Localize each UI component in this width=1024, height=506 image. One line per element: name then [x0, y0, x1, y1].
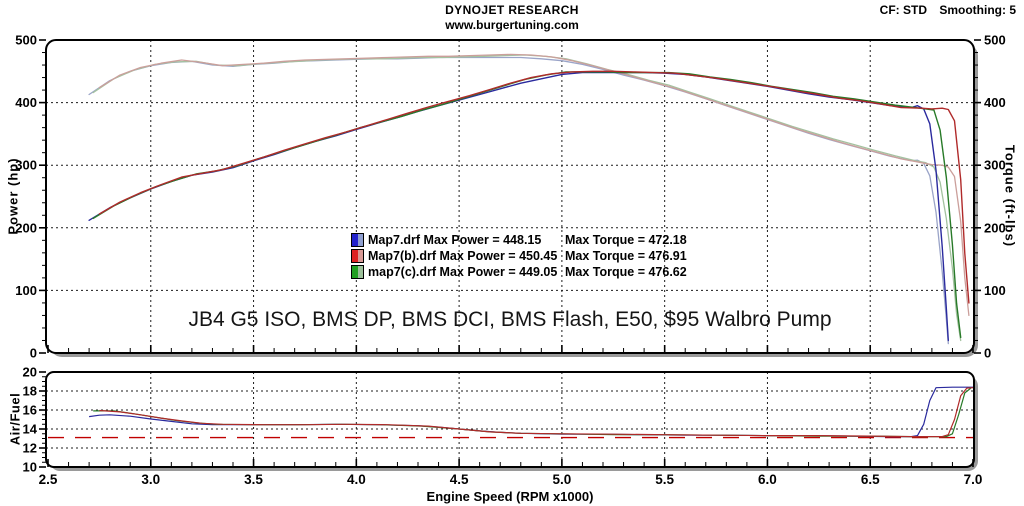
- axis-tick-label: 5.0: [552, 472, 571, 487]
- axis-tick-label: 200: [15, 220, 37, 235]
- run2-power-text: Map7(b).drf Max Power = 450.45: [368, 249, 558, 263]
- axis-tick-label: 3.5: [244, 472, 263, 487]
- axis-tick-label: 4.0: [347, 472, 366, 487]
- run3-torque-text: Max Torque = 476.62: [565, 265, 687, 279]
- afr-plot-area: [47, 373, 973, 466]
- chart-settings: CF: STD Smoothing: 5: [880, 3, 1016, 17]
- axis-tick-label: 100: [15, 283, 37, 298]
- axis-tick-label: 400: [15, 95, 37, 110]
- axis-tick-label: 2.5: [39, 472, 58, 487]
- axis-tick-label: 400: [984, 95, 1006, 110]
- axis-tick-label: 6.0: [758, 472, 777, 487]
- axis-tick-label: 100: [984, 283, 1006, 298]
- power-axis-title: Power (hp): [5, 157, 21, 235]
- axis-tick-label: 5.5: [655, 472, 674, 487]
- axis-tick-label: 3.0: [141, 472, 160, 487]
- run3-power-text: map7(c).drf Max Power = 449.05: [368, 265, 558, 279]
- axis-tick-label: 0: [30, 346, 37, 361]
- axis-tick-label: 18: [23, 384, 37, 399]
- axis-tick-label: 4.5: [450, 472, 469, 487]
- torque-curve: [98, 53, 970, 317]
- mods-annotation: JB4 G5 ISO, BMS DP, BMS DCI, BMS Flash, …: [188, 308, 832, 331]
- axis-tick-label: 300: [984, 158, 1006, 173]
- axis-tick-label: 500: [15, 33, 37, 48]
- legend-row: map7(c).drf Max Power = 449.05 Max Torqu…: [351, 264, 687, 280]
- axis-tick-label: 20: [23, 365, 37, 380]
- axis-tick-label: 200: [984, 220, 1006, 235]
- run2-torque-text: Max Torque = 476.91: [565, 249, 687, 263]
- axis-tick-label: 0: [984, 346, 991, 361]
- axis-tick-label: 16: [23, 403, 37, 418]
- axis-tick-label: 14: [23, 422, 38, 437]
- correction-factor-label: CF: STD: [879, 3, 927, 17]
- run3-color-swatch: [351, 265, 364, 279]
- run1-power-text: Map7.drf Max Power = 448.15: [368, 233, 542, 247]
- airfuel-axis-title: Air/Fuel: [7, 392, 23, 446]
- torque-axis-title: Torque (ft-lbs): [1002, 144, 1018, 248]
- smoothing-label: Smoothing: 5: [939, 3, 1016, 17]
- run2-color-swatch: [351, 249, 364, 263]
- engine-speed-axis-title: Engine Speed (RPM x1000): [426, 489, 594, 504]
- page-title: DYNOJET RESEARCH: [445, 3, 579, 17]
- website-url: www.burgertuning.com: [445, 18, 579, 32]
- afr-curve: [99, 387, 973, 438]
- axis-tick-label: 6.5: [861, 472, 880, 487]
- run1-torque-text: Max Torque = 472.18: [565, 233, 687, 247]
- plot-border: [45, 371, 975, 468]
- axis-tick-label: 300: [15, 158, 37, 173]
- axis-tick-label: 12: [23, 441, 37, 456]
- main-plot-area: [47, 41, 973, 352]
- legend-row: Map7.drf Max Power = 448.15 Max Torque =…: [351, 232, 687, 248]
- axis-tick-label: 10: [23, 460, 37, 475]
- legend-row: Map7(b).drf Max Power = 450.45 Max Torqu…: [351, 248, 687, 264]
- axis-tick-label: 7.0: [964, 472, 983, 487]
- axis-tick-label: 500: [984, 33, 1006, 48]
- run1-color-swatch: [351, 233, 364, 247]
- dyno-legend: Map7.drf Max Power = 448.15 Max Torque =…: [351, 232, 687, 280]
- plot-border: [45, 39, 975, 354]
- power-curve: [98, 70, 970, 304]
